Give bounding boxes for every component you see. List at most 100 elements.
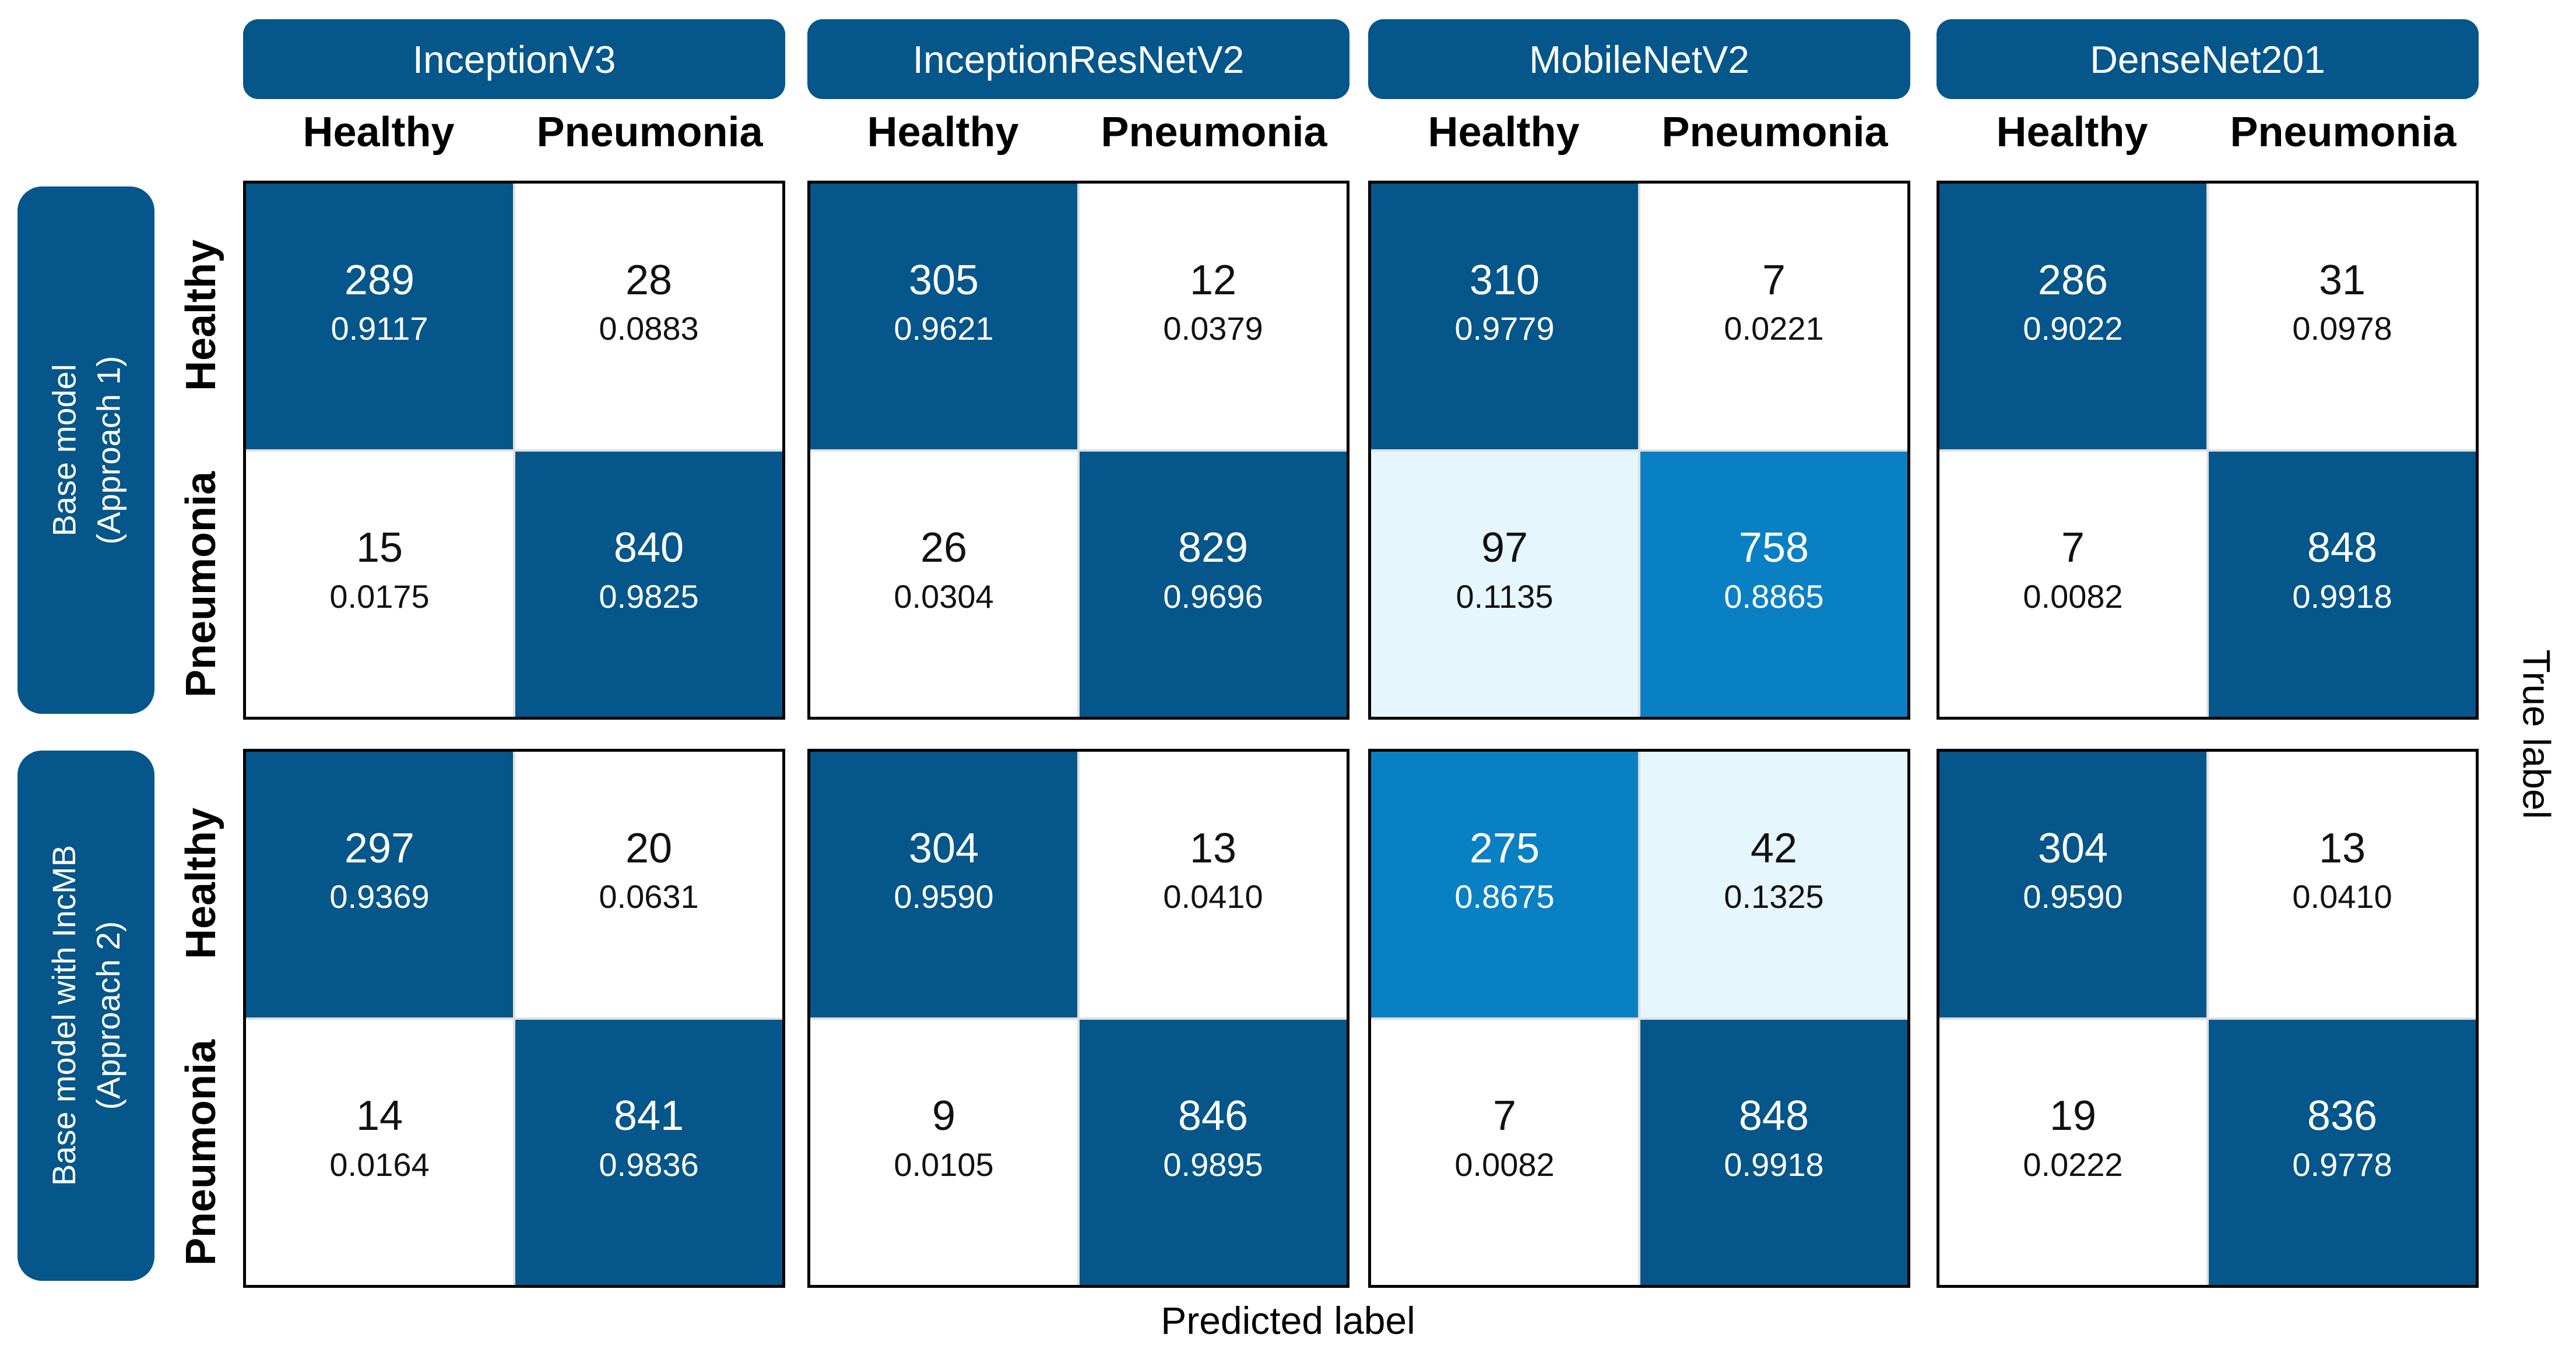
matrix-cell: 12 0.0379 (1080, 184, 1347, 449)
cell-proportion: 0.1135 (1456, 577, 1554, 615)
matrix-cell: 846 0.9895 (1080, 1019, 1347, 1285)
cell-count: 97 (1481, 524, 1528, 572)
matrix-cell: 305 0.9621 (810, 184, 1077, 449)
cell-proportion: 0.9590 (894, 878, 994, 915)
approach-2-line2: (Approach 2) (89, 921, 126, 1110)
cell-count: 310 (1469, 256, 1540, 304)
cell-count: 836 (2307, 1093, 2378, 1140)
cell-count: 7 (1762, 256, 1786, 304)
cell-count: 829 (1178, 524, 1249, 572)
cell-count: 19 (2049, 1093, 2097, 1140)
matrix-cell: 310 0.9779 (1371, 184, 1638, 449)
cell-count: 275 (1469, 825, 1540, 872)
column-label-pneumonia: Pneumonia (536, 109, 763, 156)
cell-proportion: 0.0175 (329, 577, 430, 615)
model-title-densenet201: DenseNet201 (1937, 19, 2479, 99)
matrix-cell: 14 0.0164 (246, 1019, 513, 1285)
approach-1-line1: Base model (45, 364, 82, 537)
column-labels-inceptionv3: Healthy Pneumonia (243, 108, 785, 167)
cell-count: 840 (613, 524, 684, 572)
cell-proportion: 0.0978 (2292, 310, 2392, 347)
cell-proportion: 0.9590 (2023, 878, 2123, 915)
matrix-cell: 15 0.0175 (246, 451, 513, 717)
cell-proportion: 0.9918 (2292, 577, 2392, 615)
matrix-cell: 42 0.1325 (1640, 752, 1907, 1017)
column-label-healthy: Healthy (303, 109, 455, 156)
cell-count: 848 (1738, 1093, 1809, 1140)
y-axis-label-text: True label (2515, 649, 2559, 819)
cell-proportion: 0.0883 (599, 310, 699, 347)
cell-proportion: 0.0304 (894, 577, 994, 615)
model-title-mobilenetv2: MobileNetV2 (1368, 19, 1910, 99)
matrix-cell: 31 0.0978 (2209, 184, 2476, 449)
row-label-healthy: Healthy (163, 181, 239, 450)
matrix-cell: 304 0.9590 (1939, 752, 2206, 1017)
cell-count: 304 (908, 825, 979, 872)
cell-count: 846 (1178, 1093, 1249, 1140)
column-label-pneumonia: Pneumonia (1101, 109, 1327, 156)
cell-proportion: 0.9779 (1454, 310, 1555, 347)
matrix-cell: 7 0.0221 (1640, 184, 1907, 449)
cell-count: 13 (2318, 825, 2366, 872)
cell-count: 7 (1492, 1093, 1517, 1140)
matrix-approach1-densenet201: 286 0.9022 31 0.0978 7 0.0082 848 0.9918 (1937, 181, 2479, 720)
cell-count: 20 (625, 825, 673, 872)
cell-proportion: 0.9895 (1163, 1146, 1263, 1183)
cell-proportion: 0.0082 (2023, 577, 2123, 615)
cell-count: 13 (1189, 825, 1237, 872)
cell-count: 12 (1189, 256, 1237, 304)
cell-proportion: 0.0105 (894, 1146, 994, 1183)
row-label-healthy-text: Healthy (178, 239, 224, 392)
cell-proportion: 0.0379 (1163, 310, 1263, 347)
cell-proportion: 0.9696 (1163, 577, 1263, 615)
model-title-inceptionresnetv2: InceptionResNetV2 (807, 19, 1349, 99)
row-label-pneumonia-text: Pneumonia (178, 471, 224, 698)
matrix-cell: 20 0.0631 (515, 752, 782, 1017)
approach-2-line1: Base model with IncMB (45, 845, 82, 1186)
cell-proportion: 0.0410 (2292, 878, 2392, 915)
matrix-cell: 848 0.9918 (2209, 451, 2476, 717)
row-label-pneumonia: Pneumonia (163, 1018, 239, 1287)
approach-1-line2: (Approach 1) (89, 355, 126, 545)
matrix-approach1-inceptionv3: 289 0.9117 28 0.0883 15 0.0175 840 0.9825 (243, 181, 785, 720)
matrix-cell: 26 0.0304 (810, 451, 1077, 717)
row-label-healthy-text: Healthy (178, 807, 224, 960)
matrix-approach2-mobilenetv2: 275 0.8675 42 0.1325 7 0.0082 848 0.9918 (1368, 749, 1910, 1288)
cell-count: 841 (613, 1093, 684, 1140)
matrix-cell: 836 0.9778 (2209, 1019, 2476, 1285)
cell-count: 297 (344, 825, 415, 872)
cell-proportion: 0.0164 (329, 1146, 430, 1183)
row-label-pneumonia-text: Pneumonia (178, 1039, 224, 1266)
x-axis-label: Predicted label (1161, 1299, 1415, 1342)
matrix-cell: 13 0.0410 (2209, 752, 2476, 1017)
column-label-pneumonia: Pneumonia (1661, 109, 1888, 156)
matrix-cell: 275 0.8675 (1371, 752, 1638, 1017)
model-title-inceptionv3: InceptionV3 (243, 19, 785, 99)
cell-proportion: 0.0222 (2023, 1146, 2123, 1183)
matrix-cell: 304 0.9590 (810, 752, 1077, 1017)
matrix-cell: 7 0.0082 (1939, 451, 2206, 717)
cell-count: 9 (932, 1093, 956, 1140)
cell-proportion: 0.9369 (329, 878, 430, 915)
cell-count: 304 (2037, 825, 2108, 872)
matrix-cell: 286 0.9022 (1939, 184, 2206, 449)
matrix-cell: 13 0.0410 (1080, 752, 1347, 1017)
cell-count: 7 (2061, 524, 2085, 572)
cell-proportion: 0.9778 (2292, 1146, 2392, 1183)
matrix-cell: 840 0.9825 (515, 451, 782, 717)
y-axis-label: True label (2498, 181, 2576, 1288)
matrix-cell: 829 0.9696 (1080, 451, 1347, 717)
cell-proportion: 0.9836 (599, 1146, 699, 1183)
cell-proportion: 0.9825 (599, 577, 699, 615)
cell-proportion: 0.9117 (331, 310, 428, 347)
approach-2-label: Base model with IncMB (Approach 2) (42, 845, 130, 1186)
cell-count: 848 (2307, 524, 2378, 572)
cell-proportion: 0.0221 (1724, 310, 1824, 347)
matrix-cell: 289 0.9117 (246, 184, 513, 449)
cell-count: 42 (1750, 825, 1798, 872)
matrix-approach1-mobilenetv2: 310 0.9779 7 0.0221 97 0.1135 758 0.8865 (1368, 181, 1910, 720)
cell-count: 26 (920, 524, 968, 572)
column-label-pneumonia: Pneumonia (2230, 109, 2456, 156)
cell-proportion: 0.8865 (1724, 577, 1824, 615)
